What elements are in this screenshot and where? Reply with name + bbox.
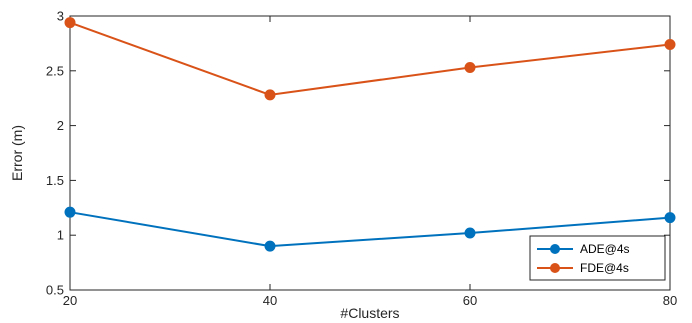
y-tick-label: 2 — [57, 118, 64, 133]
y-tick-label: 0.5 — [46, 283, 64, 298]
x-tick-label: 20 — [63, 293, 77, 308]
legend-label: FDE@4s — [580, 261, 629, 275]
data-point — [264, 240, 276, 252]
legend-label: ADE@4s — [580, 242, 630, 256]
data-point — [64, 17, 76, 29]
legend-marker — [550, 244, 560, 254]
y-tick-label: 1.5 — [46, 173, 64, 188]
x-tick-label: 60 — [463, 293, 477, 308]
y-tick-label: 2.5 — [46, 63, 64, 78]
series-group — [64, 17, 676, 252]
x-tick-label: 80 — [663, 293, 677, 308]
data-point — [664, 38, 676, 50]
y-axis-label: Error (m) — [9, 125, 25, 181]
data-point — [464, 227, 476, 239]
legend: ADE@4s FDE@4s — [529, 235, 666, 281]
data-point — [64, 206, 76, 218]
series-line-fde-4s — [69, 21, 671, 96]
y-tick-label: 3 — [57, 9, 64, 24]
x-tick-label: 40 — [263, 293, 277, 308]
data-point — [264, 89, 276, 101]
series-line-ade-4s — [69, 211, 671, 248]
x-axis-label: #Clusters — [340, 305, 399, 321]
legend-box — [529, 235, 666, 281]
y-tick-label: 1 — [57, 228, 64, 243]
data-point — [664, 212, 676, 224]
data-point — [464, 62, 476, 74]
legend-marker — [550, 263, 560, 273]
axis-ticks: 20 40 60 80 0.5 1 1.5 2 2.5 3 — [46, 9, 677, 309]
